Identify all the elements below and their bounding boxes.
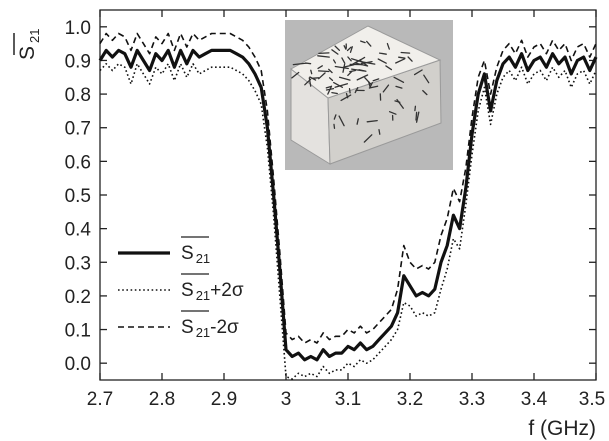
series-line-s21-minus-2sigma (99, 32, 597, 344)
svg-text:S21+2σ: S 21+2σ (181, 280, 244, 303)
legend-label-s21-plus-main: S (181, 280, 194, 301)
x-tick-label: 3.3 (459, 389, 485, 410)
legend-label-s21-mean-sub: 21 (196, 251, 210, 266)
x-tick-label: 3.4 (521, 389, 548, 410)
svg-text:S21: S 21 (16, 29, 42, 60)
y-tick-label: 0.6 (65, 152, 91, 173)
y-tick-label: 0.7 (65, 119, 91, 140)
x-tick-label: 3.1 (335, 389, 361, 410)
y-tick-label: 0.0 (65, 354, 91, 375)
y-axis: 0.0 0.1 0.2 0.3 0.4 0.5 0.6 0.7 0.8 0.9 1.0 (65, 18, 596, 375)
y-tick-label: 0.9 (65, 51, 91, 72)
y-tick-label: 0.2 (65, 287, 91, 308)
legend-label-s21-minus-sub: 21 (196, 325, 210, 340)
y-tick-label: 0.4 (65, 220, 92, 241)
series-line-s21-mean (98, 48, 598, 362)
y-tick-label: 0.8 (65, 85, 91, 106)
legend-label-s21-plus-sub: 21 (196, 288, 210, 303)
legend-label-s21-minus-main: S (181, 317, 194, 338)
x-tick-label: 2.7 (87, 389, 113, 410)
legend-label-s21-mean-main: S (181, 243, 194, 264)
sample-photo-inset (285, 20, 453, 170)
legend-item-s21-minus-2sigma: S 21-2σ (118, 310, 239, 340)
legend-item-s21-mean: S 21 (118, 236, 210, 266)
legend-label-s21-plus-suffix: +2σ (210, 280, 244, 301)
legend-label-s21-minus-suffix: -2σ (210, 317, 239, 338)
y-tick-label: 0.1 (65, 321, 91, 342)
x-tick-label: 3 (281, 389, 292, 410)
y-axis-title-sub: 21 (27, 29, 42, 43)
y-axis-title-main: S (16, 46, 39, 60)
x-tick-label: 3.5 (579, 389, 605, 410)
legend-item-s21-plus-2sigma: S 21+2σ (118, 273, 244, 303)
x-axis: 2.7 2.8 2.9 3 3.1 3.2 3.3 3.4 3.5 (87, 10, 605, 410)
svg-text:S21: S21 (181, 243, 210, 266)
x-tick-label: 3.2 (397, 389, 423, 410)
y-axis-title: S 21 (13, 29, 42, 60)
series-line-s21-plus-2sigma (99, 63, 597, 380)
y-tick-label: 1.0 (65, 18, 91, 39)
x-axis-title: f (GHz) (528, 417, 596, 440)
y-tick-label: 0.5 (65, 186, 91, 207)
legend: S 21 S 21+2σ S 21-2σ (118, 236, 244, 340)
x-tick-label: 2.8 (149, 389, 175, 410)
svg-text:S21-2σ: S 21-2σ (181, 317, 239, 340)
x-tick-label: 2.9 (211, 389, 237, 410)
y-tick-label: 0.3 (65, 253, 91, 274)
